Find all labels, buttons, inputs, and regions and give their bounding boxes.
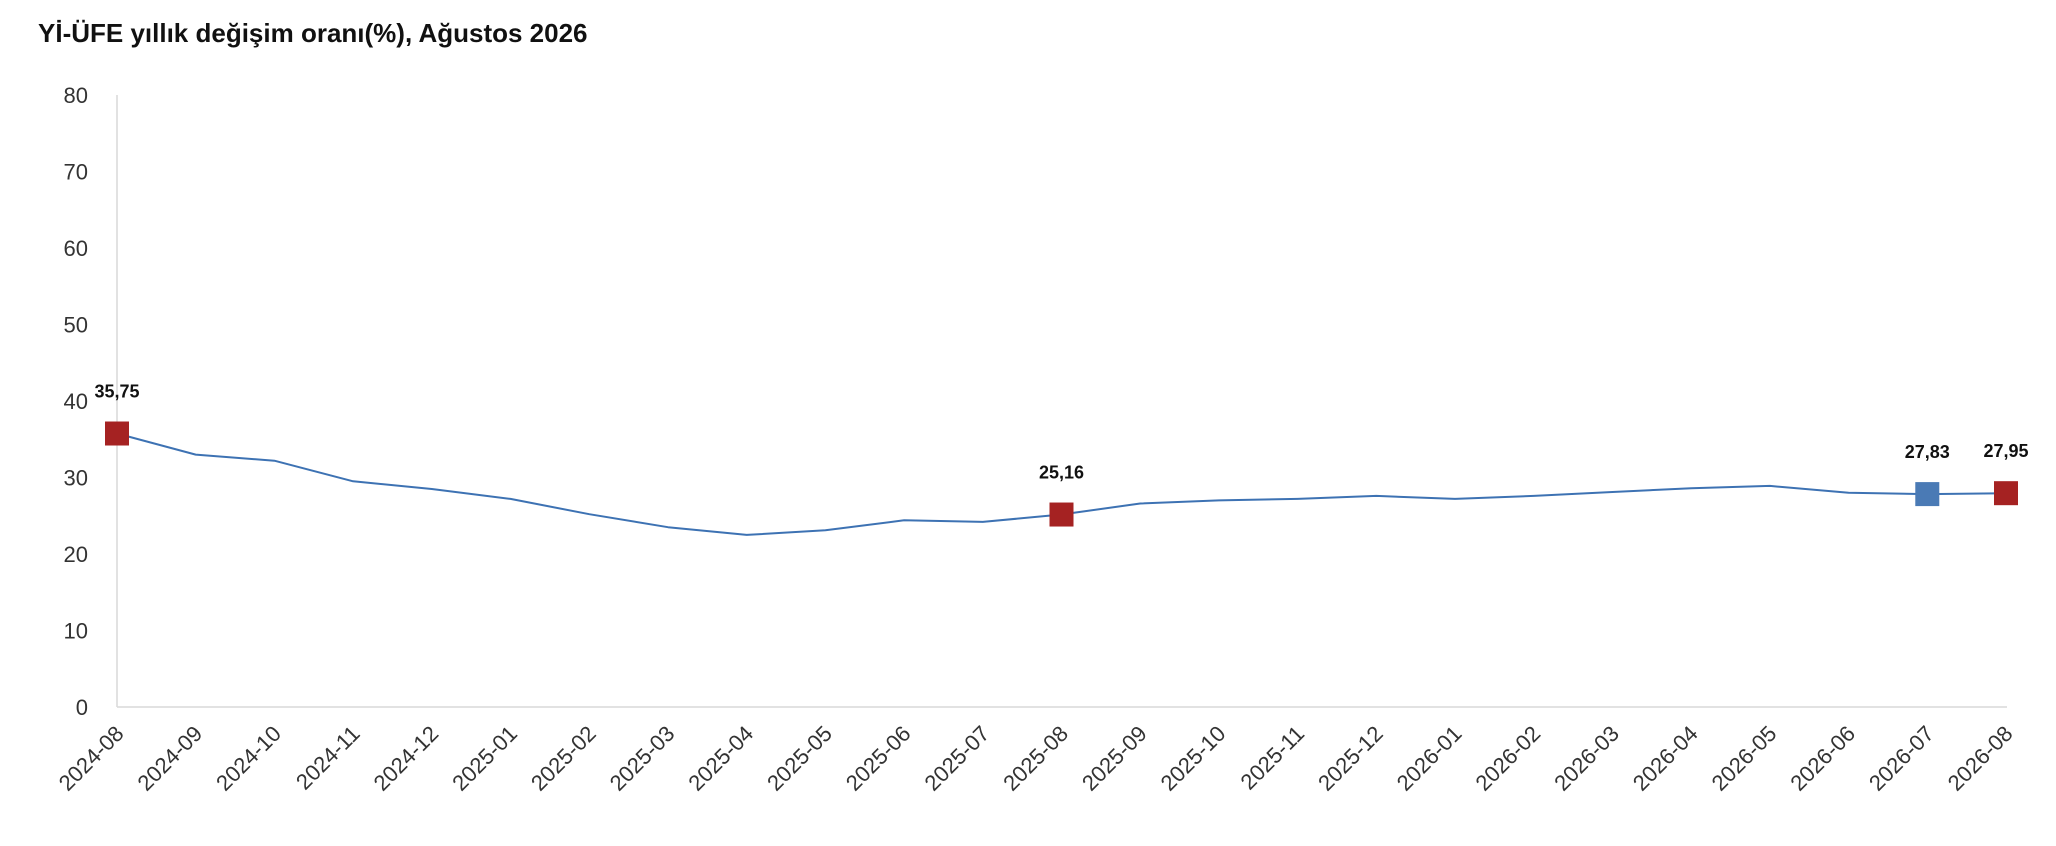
data-label: 27,83 (1905, 442, 1950, 462)
x-tick-label: 2025-11 (1236, 721, 1310, 795)
x-tick-label: 2026-04 (1628, 721, 1703, 796)
y-tick-label: 40 (64, 389, 88, 414)
x-tick-label: 2024-09 (132, 721, 207, 796)
x-tick-label: 2025-10 (1156, 721, 1231, 796)
x-tick-label: 2024-08 (54, 721, 129, 796)
data-label: 25,16 (1039, 463, 1084, 483)
x-tick-label: 2025-02 (526, 721, 601, 796)
x-tick-label: 2025-08 (998, 721, 1073, 796)
y-tick-label: 20 (64, 542, 88, 567)
x-tick-label: 2025-01 (447, 721, 522, 796)
x-tick-label: 2024-12 (369, 721, 444, 796)
x-axis: 2024-08 2024-09 2024-10 2024-11 2024-12 2025-… (54, 706, 2018, 796)
x-tick-label: 2026-06 (1785, 721, 1860, 796)
data-label: 35,75 (94, 382, 139, 402)
data-point-marker (1049, 502, 1074, 527)
x-tick-label: 2025-04 (683, 721, 758, 796)
chart-title: Yİ-ÜFE yıllık değişim oranı(%), Ağustos … (38, 18, 588, 48)
y-tick-label: 0 (76, 695, 88, 720)
y-tick-label: 30 (64, 466, 88, 491)
x-tick-label: 2026-01 (1392, 721, 1467, 796)
y-tick-label: 10 (64, 619, 88, 644)
x-tick-label: 2024-10 (211, 721, 286, 796)
x-tick-label: 2025-09 (1077, 721, 1152, 796)
highlight-markers: 35,75 25,16 27,83 27,95 (94, 382, 2029, 527)
y-axis: 0 10 20 30 40 50 60 70 80 (64, 83, 118, 720)
x-tick-label: 2026-02 (1471, 721, 1546, 796)
x-tick-label: 2025-06 (841, 721, 916, 796)
x-tick-label: 2025-03 (605, 721, 680, 796)
x-tick-label: 2026-05 (1707, 721, 1782, 796)
x-tick-label: 2025-12 (1313, 721, 1388, 796)
x-tick-label: 2025-05 (762, 721, 837, 796)
data-point-marker (105, 421, 129, 446)
x-tick-label: 2026-03 (1549, 721, 1624, 796)
y-tick-label: 50 (64, 313, 88, 338)
data-point-marker (1994, 481, 2018, 506)
x-tick-label: 2024-11 (291, 721, 365, 795)
x-tick-label: 2026-08 (1943, 721, 2018, 796)
x-tick-label: 2026-07 (1864, 721, 1939, 796)
data-point-marker (1915, 482, 1940, 507)
y-tick-label: 80 (64, 83, 88, 108)
x-tick-label: 2025-07 (920, 721, 995, 796)
y-tick-label: 60 (64, 236, 88, 261)
y-tick-label: 70 (64, 160, 88, 185)
data-label: 27,95 (1983, 441, 2028, 461)
